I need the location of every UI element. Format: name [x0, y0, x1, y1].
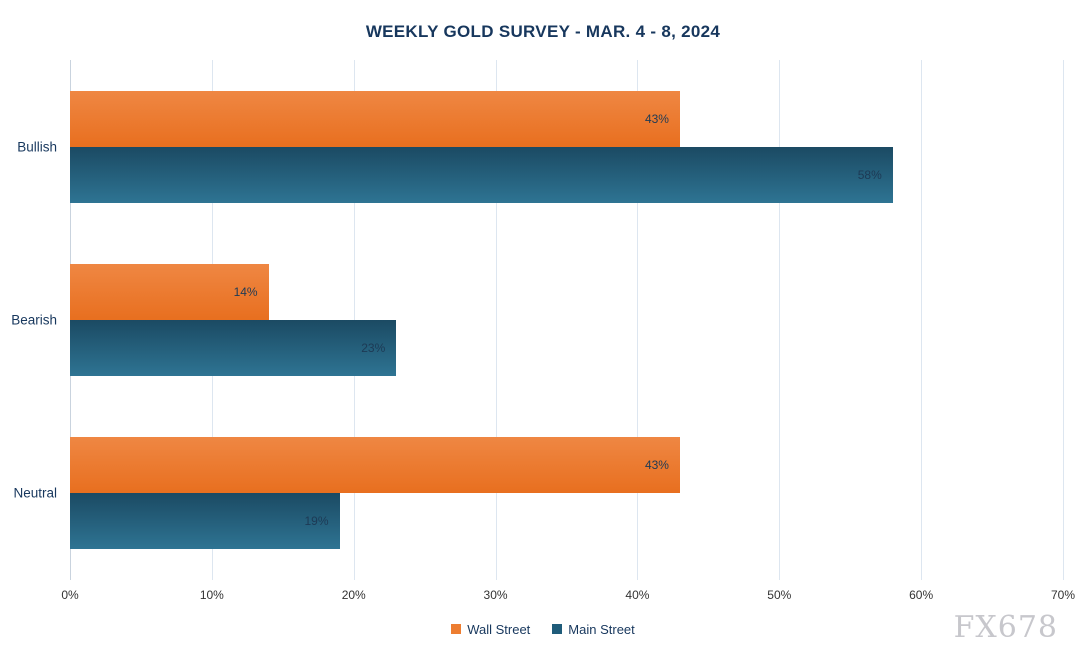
bar-wall-street: 43% [70, 437, 680, 494]
x-axis-label: 40% [625, 588, 650, 602]
category-label: Bearish [11, 312, 57, 328]
bar-main-street: 23% [70, 319, 397, 376]
x-axis-label: 10% [199, 588, 224, 602]
category-label: Neutral [13, 485, 57, 501]
value-label: 43% [644, 111, 669, 126]
gridline [495, 60, 497, 580]
x-axis-label: 70% [1050, 588, 1076, 602]
value-label: 19% [304, 514, 329, 529]
value-label: 58% [857, 167, 882, 182]
legend-label: Wall Street [467, 621, 531, 637]
watermark: FX678 [953, 610, 1058, 645]
legend-item-main-street: Main Street [552, 621, 635, 637]
legend-item-wall-street: Wall Street [451, 622, 530, 637]
legend-label: Main Street [568, 621, 635, 637]
bar-wall-street: 14% [70, 263, 269, 320]
value-label: 14% [233, 284, 258, 299]
x-axis-label: 30% [483, 588, 508, 602]
gridline [921, 60, 923, 580]
value-label: 43% [644, 458, 669, 473]
gridline [637, 60, 639, 580]
category-band: Bullish 43% 58% [17, 60, 1063, 233]
x-axis: 0% 10% 20% 30% 40% 50% 60% 70% [61, 588, 1075, 604]
gridline [779, 60, 781, 580]
bar-group: 43% 58% [70, 90, 1063, 203]
category-band: Bearish 14% 23% [11, 233, 1063, 406]
x-axis-label: 60% [909, 588, 934, 602]
legend-swatch [552, 624, 563, 634]
bar-main-street: 58% [70, 146, 893, 203]
value-label: 23% [361, 340, 386, 355]
x-axis-label: 0% [61, 588, 79, 602]
bar-group: 43% 19% [70, 437, 1063, 550]
bar-group: 14% 23% [70, 263, 1063, 376]
bar-wall-street: 43% [70, 90, 680, 147]
category-label: Bullish [17, 139, 57, 155]
legend: Wall Street Main Street [0, 619, 1086, 639]
category-band: Neutral 43% 19% [13, 407, 1063, 580]
legend-swatch [451, 624, 462, 634]
plot-area: Bullish 43% 58% Bearish 14% 23% Neutral 43% 19% [11, 60, 1064, 580]
bar-main-street: 19% [70, 493, 340, 550]
chart-title: WEEKLY GOLD SURVEY - MAR. 4 - 8, 2024 [365, 22, 721, 41]
x-axis-label: 20% [341, 588, 366, 602]
x-axis-label: 50% [767, 588, 792, 602]
gridline [1063, 60, 1064, 580]
